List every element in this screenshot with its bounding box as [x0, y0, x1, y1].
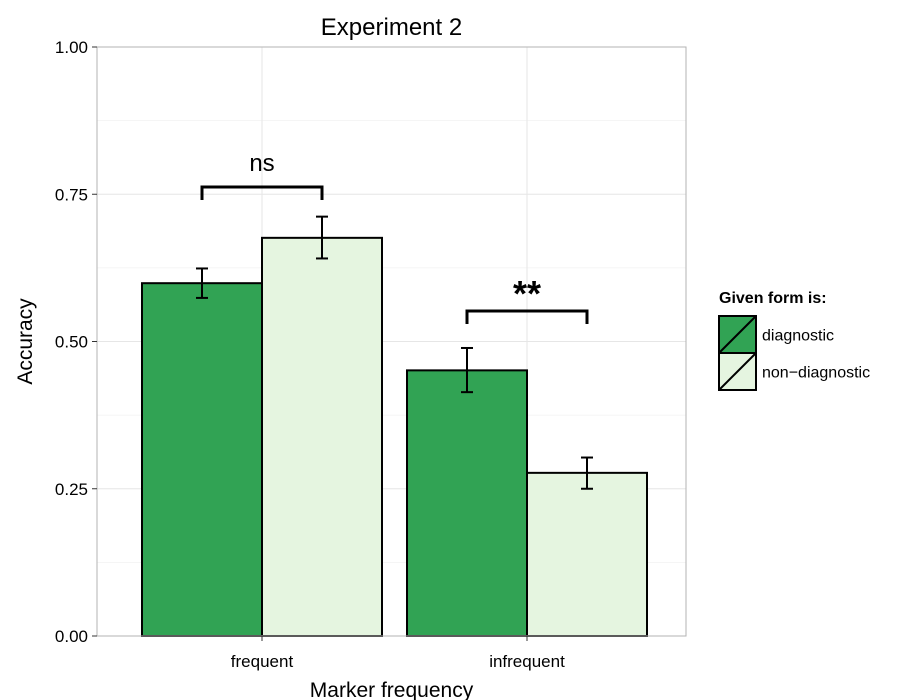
error-bar — [316, 215, 328, 260]
legend-key-diagnostic — [718, 315, 757, 354]
x-tick-label: infrequent — [489, 652, 565, 671]
bar-infrequent-diagnostic — [406, 369, 528, 637]
error-bar — [196, 267, 208, 299]
bar-frequent-diagnostic — [141, 282, 263, 637]
chart-title: Experiment 2 — [321, 14, 462, 41]
x-axis-title: Marker frequency — [310, 679, 474, 700]
x-tick-label: frequent — [231, 652, 294, 671]
y-tick-label: 0.25 — [55, 480, 88, 499]
y-axis-ticks: 0.00 0.25 0.50 0.75 1.00 — [55, 38, 97, 646]
y-tick-label: 0.00 — [55, 627, 88, 646]
bar-frequent-non-diagnostic — [261, 236, 383, 637]
significance-label: ns — [249, 150, 274, 177]
error-bars — [196, 215, 593, 490]
legend-swatch-diagonal — [718, 315, 757, 354]
error-bar — [461, 346, 473, 394]
significance-bracket — [200, 185, 324, 200]
y-tick-label: 1.00 — [55, 38, 88, 57]
x-axis-ticks: frequent infrequent — [231, 636, 565, 671]
significance-bracket — [465, 309, 589, 324]
bars — [141, 236, 648, 637]
legend-label: diagnostic — [762, 328, 834, 345]
y-tick-label: 0.50 — [55, 333, 88, 352]
significance-label: ** — [513, 273, 541, 314]
legend-swatch-diagonal — [718, 352, 757, 391]
legend-title: Given form is: — [719, 290, 827, 307]
y-axis-title: Accuracy — [14, 298, 37, 385]
y-tick-label: 0.75 — [55, 185, 88, 204]
legend-label: non−diagnostic — [762, 365, 870, 382]
error-bar — [581, 456, 593, 490]
bar-infrequent-non-diagnostic — [526, 471, 648, 637]
legend: Given form is: diagnostic non−diagnostic — [718, 290, 870, 391]
significance-annotations: ns ** — [200, 150, 589, 324]
legend-key-non-diagnostic — [718, 352, 757, 391]
